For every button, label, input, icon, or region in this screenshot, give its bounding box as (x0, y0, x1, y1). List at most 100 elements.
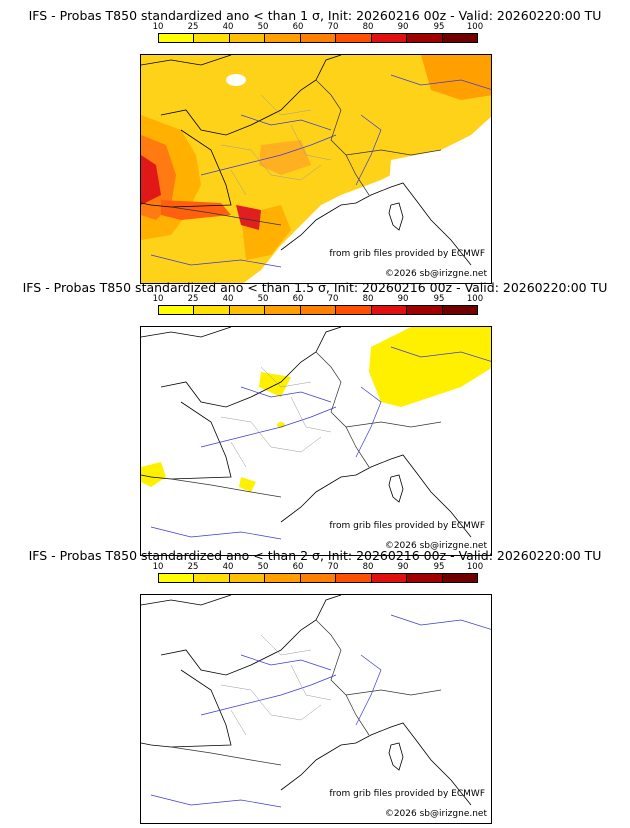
border (170, 206, 282, 226)
data-source-credit: from grib files provided by ECMWF (329, 521, 485, 531)
coastline (141, 129, 232, 208)
colorbar-swatch (300, 34, 337, 42)
copyright-credit: ©2026 sb@irizgne.net (384, 541, 487, 551)
regional-border (220, 366, 332, 468)
border (345, 689, 442, 696)
coastline (160, 327, 342, 408)
regional-border (220, 634, 332, 736)
colorbar-swatch (442, 574, 477, 582)
panel-title: IFS - Probas T850 standardized ano < tha… (28, 8, 602, 23)
colorbar-swatch (336, 306, 372, 314)
river (200, 406, 337, 448)
coastline (280, 454, 472, 538)
colorbar-swatch (336, 574, 372, 582)
river (390, 74, 491, 90)
river (355, 114, 382, 186)
prob-area-25 (421, 55, 491, 100)
tick-label: 80 (362, 294, 374, 304)
panel-title: IFS - Probas T850 standardized ano < tha… (22, 280, 608, 295)
colorbar-swatch (371, 574, 408, 582)
colorbar-swatch (371, 34, 408, 42)
colorbar-swatch (229, 574, 266, 582)
corsica-island (388, 474, 404, 503)
river (200, 674, 337, 716)
colorbar-swatch (265, 34, 301, 42)
river (200, 134, 337, 176)
coastline (160, 55, 342, 136)
prob-area-80 (236, 205, 261, 230)
colorbar-swatch (407, 306, 443, 314)
tick-label: 60 (292, 562, 304, 572)
map-canvas (141, 595, 491, 808)
colorbar-swatch (265, 574, 301, 582)
colorbar-swatch (300, 574, 337, 582)
coastline (280, 182, 472, 266)
border (315, 619, 370, 736)
tick-label: 100 (466, 562, 484, 572)
map-canvas (141, 327, 491, 540)
tick-label: 25 (187, 562, 199, 572)
no-prob-area (226, 74, 246, 86)
forecast-panel-1sigma: IFS - Probas T850 standardized ano < tha… (0, 8, 630, 284)
colorbar-swatch (159, 34, 195, 42)
coastline (280, 722, 472, 806)
river (390, 346, 491, 362)
prob-area-low (141, 462, 166, 487)
tick-label: 80 (362, 22, 374, 32)
tick-label: 100 (466, 22, 484, 32)
border (315, 351, 370, 468)
coastline (141, 55, 232, 66)
corsica-island (388, 202, 404, 231)
colorbar-tick-labels: 10 25 40 50 60 70 80 90 95 100 (143, 562, 493, 572)
tick-label: 95 (433, 22, 445, 32)
tick-label: 100 (466, 294, 484, 304)
tick-label: 90 (397, 562, 409, 572)
data-source-credit: from grib files provided by ECMWF (329, 249, 485, 259)
forecast-panel-1-5sigma: IFS - Probas T850 standardized ano < tha… (0, 280, 630, 556)
tick-label: 40 (222, 294, 234, 304)
colorbar-swatch (442, 34, 477, 42)
tick-label: 25 (187, 22, 199, 32)
data-source-credit: from grib files provided by ECMWF (329, 789, 485, 799)
no-prob-area (321, 135, 491, 283)
tick-label: 80 (362, 562, 374, 572)
probability-colorbar (158, 573, 478, 583)
colorbar-swatch (229, 306, 266, 314)
river (355, 386, 382, 458)
tick-label: 60 (292, 294, 304, 304)
colorbar-swatch (442, 306, 477, 314)
tick-label: 60 (292, 22, 304, 32)
border (170, 746, 282, 766)
colorbar-swatch (407, 34, 443, 42)
colorbar-swatch (336, 34, 372, 42)
probability-map: from grib files provided by ECMWF ©2026 … (140, 594, 492, 824)
colorbar-swatch (194, 574, 230, 582)
coastline (141, 327, 232, 338)
prob-area-low (259, 372, 291, 397)
prob-area-60 (161, 200, 231, 220)
border (345, 149, 442, 156)
river (240, 654, 332, 671)
tick-label: 95 (433, 562, 445, 572)
tick-label: 70 (327, 22, 339, 32)
copyright-credit: ©2026 sb@irizgne.net (384, 269, 487, 279)
map-canvas (141, 55, 491, 283)
coastline (141, 401, 232, 480)
tick-label: 50 (257, 294, 269, 304)
river (355, 654, 382, 726)
copyright-credit: ©2026 sb@irizgne.net (384, 809, 487, 819)
corsica-island (388, 742, 404, 771)
coastline (141, 669, 232, 748)
river (240, 114, 332, 131)
river (390, 614, 491, 630)
tick-label: 70 (327, 294, 339, 304)
tick-label: 95 (433, 294, 445, 304)
tick-label: 25 (187, 294, 199, 304)
river (150, 254, 282, 268)
probability-map: from grib files provided by ECMWF ©2026 … (140, 326, 492, 556)
probability-colorbar (158, 33, 478, 43)
border (315, 79, 370, 196)
tick-label: 50 (257, 22, 269, 32)
colorbar-swatch (265, 306, 301, 314)
tick-label: 90 (397, 22, 409, 32)
